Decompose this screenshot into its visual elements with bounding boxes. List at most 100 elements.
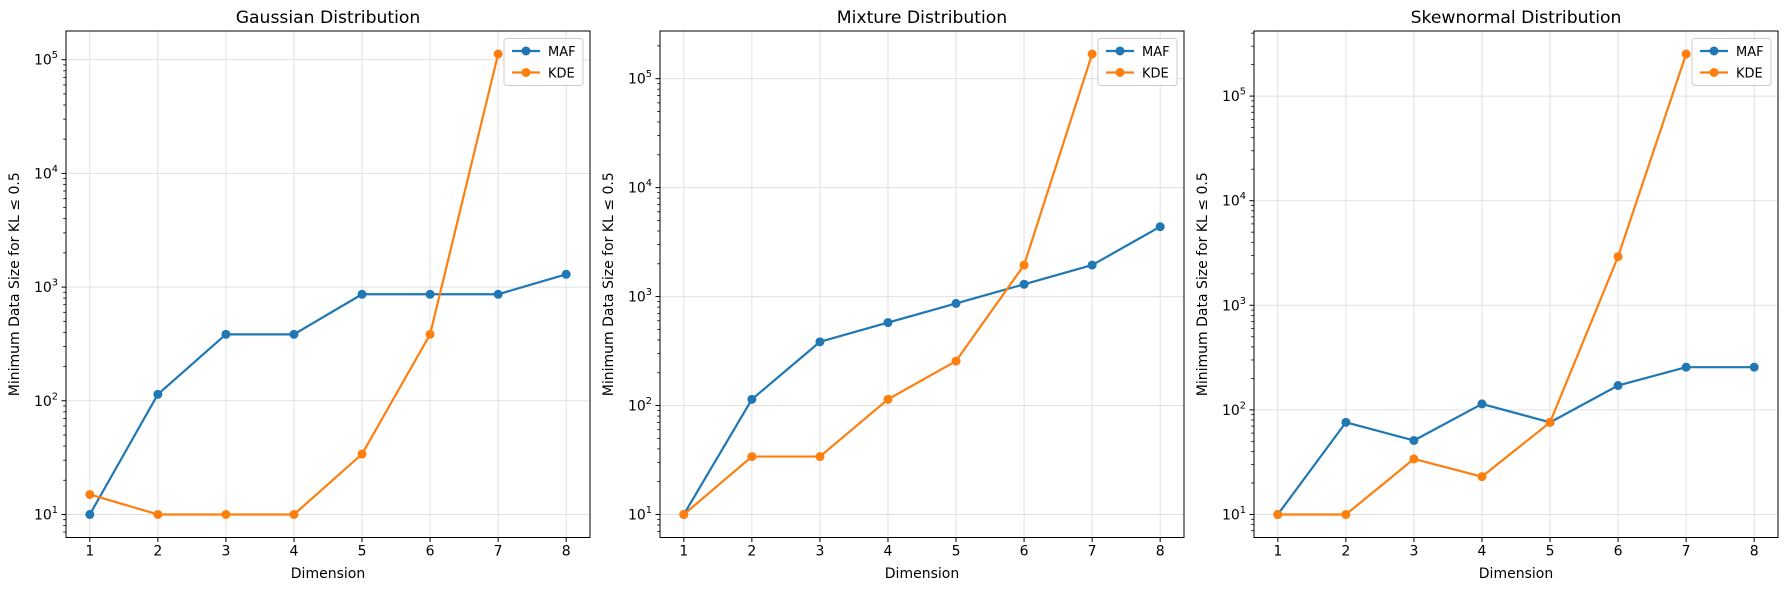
x-axis-label: Dimension: [885, 566, 959, 582]
y-tick-label: 104: [1222, 191, 1246, 210]
kde-marker: [679, 509, 689, 519]
maf-marker: [1477, 399, 1487, 409]
y-axis-label: Minimum Data Size for KL ≤ 0.5: [1195, 172, 1211, 396]
maf-marker: [1341, 417, 1351, 427]
axes-frame: [65, 30, 591, 538]
kde-marker: [1341, 509, 1351, 519]
legend-kde-label: KDE: [1736, 67, 1763, 82]
y-minor-ticks: [1251, 32, 1254, 532]
y-axis-label: Minimum Data Size for KL ≤ 0.5: [601, 172, 617, 396]
series-kde: [1273, 49, 1691, 519]
x-tick-label: 6: [1614, 544, 1623, 560]
y-axis-label: Minimum Data Size for KL ≤ 0.5: [7, 172, 23, 396]
legend-kde-marker: [521, 68, 531, 77]
x-axis-label: Dimension: [1479, 566, 1553, 582]
y-axis: 101 102 103 104 105: [628, 69, 660, 523]
x-axis: 1 2 3 4 5 6 7 8: [679, 537, 1165, 560]
maf-marker: [1087, 260, 1097, 270]
kde-marker: [85, 489, 95, 499]
kde-marker: [493, 49, 503, 59]
y-axis: 101 102 103 104 105: [1222, 87, 1254, 523]
kde-marker: [815, 452, 825, 462]
x-tick-label: 7: [1682, 544, 1691, 560]
series-kde: [85, 49, 503, 519]
maf-marker: [1749, 362, 1759, 372]
kde-marker: [1681, 49, 1691, 59]
maf-marker: [1681, 362, 1691, 372]
x-axis-label: Dimension: [291, 566, 365, 582]
kde-marker: [1613, 252, 1623, 262]
legend: MAF KDE: [1691, 38, 1772, 86]
y-tick-label: 102: [34, 391, 58, 410]
x-axis: 1 2 3 4 5 6 7 8: [85, 537, 571, 560]
x-tick-label: 1: [1273, 544, 1282, 560]
y-tick-label: 103: [1222, 296, 1246, 315]
x-tick-label: 1: [679, 544, 688, 560]
x-tick-label: 3: [221, 544, 230, 560]
x-tick-label: 5: [952, 544, 961, 560]
y-tick-label: 104: [34, 164, 58, 183]
legend: MAF KDE: [503, 38, 584, 86]
y-axis: 101 102 103 104 105: [34, 50, 66, 523]
kde-marker: [883, 394, 893, 404]
maf-marker: [1019, 279, 1029, 289]
kde-marker: [289, 509, 299, 519]
maf-line: [88, 273, 568, 516]
y-tick-label: 105: [34, 50, 58, 69]
x-tick-label: 5: [358, 544, 367, 560]
legend-maf-marker: [521, 46, 531, 56]
kde-marker: [951, 356, 961, 366]
legend-maf-marker: [1709, 46, 1719, 56]
x-tick-label: 3: [1409, 544, 1418, 560]
x-tick-label: 8: [1156, 544, 1165, 560]
maf-marker: [425, 289, 435, 299]
y-minor-ticks: [63, 64, 66, 533]
maf-marker: [493, 289, 503, 299]
x-tick-label: 5: [1546, 544, 1555, 560]
subplot-skewnormal-distribution: 1 2 3 4 5 6 7 8 101 102 103 104 105 MAF KDE Skewnormal …: [1195, 8, 1779, 582]
x-tick-label: 2: [153, 544, 162, 560]
subplot-gaussian-distribution: 1 2 3 4 5 6 7 8 101 102 103 104 105 MAF KDE Gaussian Di…: [7, 8, 591, 582]
kde-marker: [1409, 454, 1419, 464]
maf-marker: [747, 394, 757, 404]
y-tick-label: 105: [628, 69, 652, 88]
maf-marker: [357, 289, 367, 299]
x-tick-label: 1: [85, 544, 94, 560]
kde-marker: [221, 509, 231, 519]
maf-marker: [815, 337, 825, 347]
y-minor-ticks: [657, 45, 660, 532]
x-tick-label: 4: [290, 544, 299, 560]
axes-frame: [1253, 30, 1779, 538]
x-axis: 1 2 3 4 5 6 7 8: [1273, 537, 1759, 560]
legend-maf-label: MAF: [1142, 45, 1170, 60]
series-maf: [85, 269, 571, 519]
maf-line: [1276, 366, 1756, 516]
x-tick-label: 4: [1478, 544, 1487, 560]
kde-marker: [1545, 417, 1555, 427]
x-tick-label: 4: [884, 544, 893, 560]
kde-marker: [747, 452, 757, 462]
y-tick-label: 102: [1222, 400, 1246, 419]
legend-kde-marker: [1115, 68, 1125, 77]
x-tick-label: 6: [426, 544, 435, 560]
legend: MAF KDE: [1097, 38, 1178, 86]
y-tick-label: 104: [628, 178, 652, 197]
x-tick-label: 7: [494, 544, 503, 560]
y-tick-label: 105: [1222, 87, 1246, 106]
kde-marker: [153, 509, 163, 519]
subplot-mixture-distribution: 1 2 3 4 5 6 7 8 101 102 103 104 105 MAF KDE Mixture Dis…: [601, 8, 1185, 582]
kde-marker: [1087, 49, 1097, 59]
subplot-title: Gaussian Distribution: [236, 8, 421, 28]
maf-marker: [85, 509, 95, 519]
x-tick-label: 7: [1088, 544, 1097, 560]
maf-marker: [153, 389, 163, 399]
legend-kde-label: KDE: [548, 67, 575, 82]
x-tick-label: 6: [1020, 544, 1029, 560]
maf-marker: [1409, 435, 1419, 445]
y-tick-label: 101: [628, 505, 652, 524]
grid-lines: [1254, 31, 1778, 538]
x-tick-label: 8: [562, 544, 571, 560]
grid-lines: [660, 31, 1184, 538]
